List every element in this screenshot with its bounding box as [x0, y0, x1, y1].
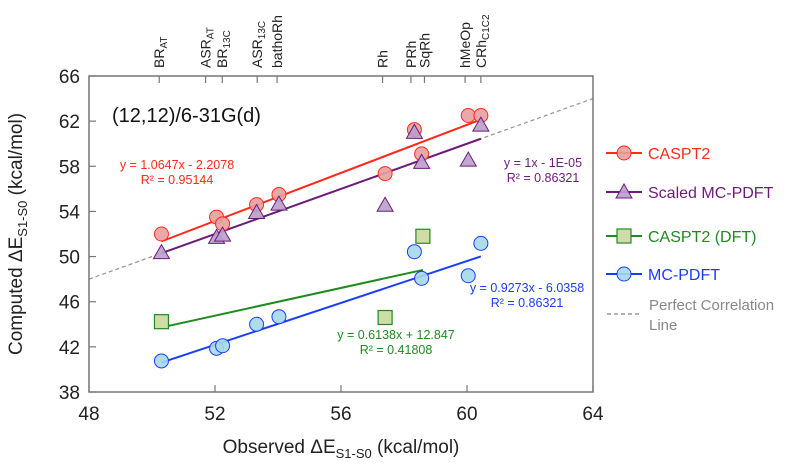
data-point [153, 226, 169, 242]
data-point [459, 151, 478, 167]
data-point [415, 228, 431, 244]
data-point [271, 309, 287, 325]
data-point [249, 316, 265, 332]
top-axis-label-sub: 13C [257, 21, 268, 39]
data-point [473, 235, 489, 251]
trend-equation: y = 0.9273x - 6.0358 [470, 281, 584, 295]
legend-marker [616, 228, 632, 244]
trend-r2: R² = 0.41808 [360, 343, 433, 357]
top-axis-label-sub: 13C [222, 30, 233, 48]
top-axis-label: BR13C [214, 30, 233, 68]
data-point [412, 153, 431, 169]
data-point [377, 166, 393, 182]
legend-label: CASPT2 (DFT) [648, 229, 756, 246]
data-point [460, 108, 476, 123]
trend-equation: y = 0.6138x + 12.847 [337, 328, 455, 342]
data-point [153, 314, 170, 330]
x-tick-label: 56 [330, 404, 351, 425]
x-tick-label: 52 [204, 404, 225, 425]
legend-item: MC-PDFT [606, 266, 720, 284]
y-tick-label: 54 [59, 202, 81, 223]
data-point [376, 196, 394, 212]
top-axis-label-main: ASR [249, 39, 265, 68]
legend-marker [616, 145, 632, 161]
y-tick-label: 38 [59, 383, 80, 404]
top-axis-label: BRAT [151, 37, 170, 69]
top-axis-label-main: PRh [403, 41, 419, 68]
trend-r2: R² = 0.86321 [507, 171, 580, 185]
y-tick-label: 50 [59, 248, 80, 269]
y-tick-label: 58 [59, 157, 80, 178]
legend-label: CASPT2 [648, 146, 710, 163]
data-point [270, 195, 288, 211]
data-point [213, 226, 232, 242]
top-axis-label-main: BR [214, 49, 230, 68]
top-axis-label: ASRAT [198, 27, 217, 68]
trend-equation: y = 1.0647x - 2.2078 [120, 158, 234, 172]
top-axis-label: PRh [403, 41, 419, 68]
top-axis-label-main: Rh [375, 50, 391, 68]
trendline-scaled-mc-pdft [161, 137, 482, 255]
data-point [406, 244, 422, 260]
legend-marker [616, 266, 632, 282]
top-axis-label-main: BR [151, 49, 167, 68]
top-axis-label-sub: C1C2 [481, 14, 492, 40]
top-axis-label-main: CRh [473, 40, 489, 68]
legend-label: Scaled MC-PDFT [648, 185, 774, 202]
legend-label: MC-PDFT [648, 267, 720, 284]
top-axis-label: CRhC1C2 [473, 14, 492, 68]
x-tick-label: 64 [582, 404, 604, 425]
top-axis-label: bathoRh [269, 15, 285, 68]
top-axis-label: SqRh [416, 33, 432, 68]
y-tick-label: 62 [59, 112, 80, 133]
data-point [152, 243, 171, 260]
top-axis-label: hMeOp [457, 22, 473, 68]
trend-r2: R² = 0.95144 [141, 173, 214, 187]
x-axis-label: Observed ΔES1-S0 (kcal/mol) [223, 437, 460, 461]
data-point [405, 123, 424, 139]
y-tick-label: 66 [59, 67, 80, 88]
top-axis-label-main: SqRh [416, 33, 432, 68]
data-point [247, 203, 266, 220]
x-tick-label: 48 [78, 404, 99, 425]
y-tick-label: 46 [59, 293, 80, 314]
top-axis-label: ASR13C [249, 21, 268, 68]
data-point [377, 309, 393, 326]
top-axis-label-main: ASR [198, 39, 214, 68]
data-point [460, 268, 476, 284]
legend-item: CASPT2 (DFT) [606, 228, 756, 246]
chart-title: (12,12)/6-31G(d) [112, 105, 261, 127]
y-tick-label: 42 [59, 338, 80, 359]
data-point [471, 116, 490, 132]
data-point [414, 270, 430, 286]
trendline-caspt2-dft- [161, 268, 424, 329]
top-axis-label: Rh [375, 50, 391, 68]
trend-r2: R² = 0.86321 [491, 296, 564, 310]
top-axis-label-sub: AT [206, 27, 217, 39]
y-axis-label: Computed ΔES1-S0 (kcal/mol) [6, 113, 30, 355]
x-tick-label: 60 [456, 404, 477, 425]
legend-label: Line [649, 317, 677, 334]
legend-item: Perfect Correlation Line [607, 297, 774, 334]
top-axis-label-main: hMeOp [457, 22, 473, 68]
legend-item: CASPT2 [606, 145, 710, 163]
top-axis-label-main: bathoRh [269, 15, 285, 68]
legend-marker [615, 182, 633, 199]
top-axis-label-sub: AT [159, 37, 170, 49]
data-point [215, 338, 231, 354]
data-point [153, 353, 169, 369]
trend-equation: y = 1x - 1E-05 [504, 156, 582, 170]
legend-item: Scaled MC-PDFT [606, 182, 774, 202]
legend-label: Perfect Correlation [649, 297, 774, 314]
